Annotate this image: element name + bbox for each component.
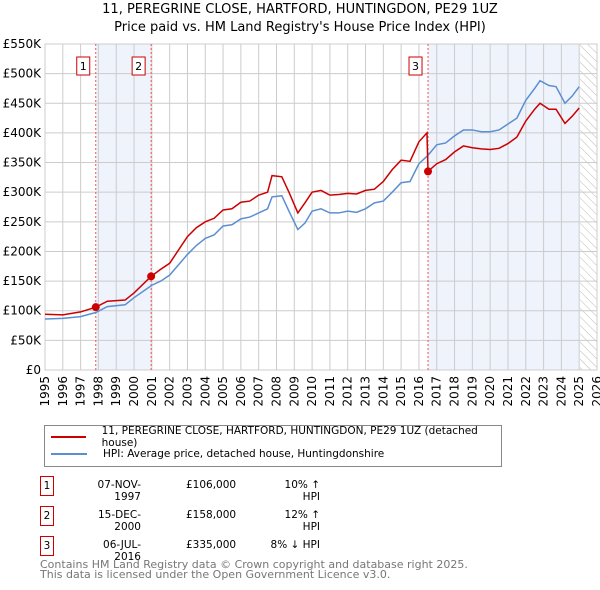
- sale-date: 07-NOV-1997: [97, 479, 141, 503]
- x-tick-label: 2007: [252, 376, 266, 407]
- sale-marker-box: [408, 56, 423, 76]
- legend-swatch-blue: [51, 453, 87, 455]
- y-tick-label: £400K: [3, 126, 43, 140]
- sale-point: [147, 272, 156, 281]
- x-tick-label: 2019: [465, 376, 479, 407]
- x-tick-label: 2008: [269, 376, 283, 407]
- y-tick-label: £200K: [3, 244, 43, 258]
- sale-marker-label: 1: [40, 476, 54, 496]
- x-tick-label: 2016: [412, 376, 426, 407]
- sale-date: 06-JUL-2016: [103, 539, 141, 563]
- x-tick-label: 1995: [38, 376, 52, 407]
- y-tick-label: £550K: [3, 37, 43, 51]
- forecast-hatch: [580, 44, 597, 370]
- plot-border: [44, 43, 598, 371]
- x-tick-label: 2015: [394, 376, 408, 407]
- x-tick-label: 2011: [323, 376, 337, 407]
- x-tick-label: 1998: [91, 376, 105, 407]
- shaded-period: [428, 44, 580, 370]
- x-tick-label: 2014: [376, 376, 390, 407]
- sale-hpi-diff: 8% ↓ HPI: [270, 539, 320, 551]
- y-tick-label: £450K: [3, 96, 43, 110]
- sale-price: £106,000: [186, 479, 237, 491]
- sale-marker-number: 2: [135, 60, 142, 73]
- line-chart: 1995 1996 1997 1998 1999 2000 2001 2002 2003 2004…: [3, 37, 600, 407]
- sale-price: £158,000: [186, 509, 237, 521]
- sale-marker-number: 3: [412, 60, 419, 73]
- shaded-period: [95, 44, 152, 370]
- footer-line-2: This data is licensed under the Open Gov…: [40, 568, 391, 581]
- sale-point: [424, 167, 433, 176]
- chart-subtitle: Price paid vs. HM Land Registry's House …: [114, 20, 486, 35]
- footer: Contains HM Land Registry data © Crown c…: [40, 558, 468, 581]
- x-tick-label: 1997: [74, 376, 88, 407]
- y-tick-label: £350K: [3, 156, 43, 170]
- x-tick-label: 2026: [590, 376, 600, 407]
- table-row: 2 15-DEC-2000 £158,000 12% ↑ HPI: [0, 506, 600, 533]
- y-tick-label: £100K: [3, 304, 43, 318]
- x-tick-label: 2000: [127, 376, 141, 407]
- x-tick-label: 2009: [287, 376, 301, 407]
- x-tick-label: 2023: [537, 376, 551, 407]
- sale-marker-label: 3: [40, 536, 54, 556]
- x-tick-label: 2004: [198, 376, 212, 407]
- x-tick-label: 2020: [483, 376, 497, 407]
- x-tick-label: 2005: [216, 376, 230, 407]
- legend-item-hpi: HPI: Average price, detached house, Hunt…: [45, 446, 384, 462]
- y-tick-label: £150K: [3, 274, 43, 288]
- table-row: 1 07-NOV-1997 £106,000 10% ↑ HPI: [0, 476, 600, 503]
- x-tick-label: 2001: [145, 376, 159, 407]
- x-tick-label: 2002: [163, 376, 177, 407]
- x-tick-label: 2010: [305, 376, 319, 407]
- chart-title: 11, PEREGRINE CLOSE, HARTFORD, HUNTINGDO…: [102, 2, 498, 17]
- table-row: 3 06-JUL-2016 £335,000 8% ↓ HPI: [0, 536, 600, 563]
- legend-swatch-red: [51, 436, 86, 438]
- legend-label: 11, PEREGRINE CLOSE, HARTFORD, HUNTINGDO…: [101, 425, 478, 449]
- legend-label: HPI: Average price, detached house, Hunt…: [103, 448, 385, 460]
- x-tick-label: 2024: [554, 376, 568, 407]
- sale-marker-box: [131, 56, 146, 76]
- sale-marker-box: [76, 56, 91, 76]
- x-tick-label: 2006: [234, 376, 248, 407]
- x-tick-label: 2025: [572, 376, 586, 407]
- y-tick-label: £250K: [3, 215, 43, 229]
- sale-point: [91, 303, 100, 312]
- sale-marker-number: 1: [80, 60, 87, 73]
- x-tick-label: 2012: [341, 376, 355, 407]
- sale-date: 15-DEC-2000: [98, 509, 141, 533]
- legend: 11, PEREGRINE CLOSE, HARTFORD, HUNTINGDO…: [44, 425, 502, 467]
- property-price-line: [44, 102, 580, 316]
- footer-line-1: Contains HM Land Registry data © Crown c…: [40, 558, 468, 571]
- x-tick-label: 1996: [56, 376, 70, 407]
- sale-hpi-diff: 12% ↑ HPI: [284, 509, 320, 533]
- legend-item-property: 11, PEREGRINE CLOSE, HARTFORD, HUNTINGDO…: [45, 425, 501, 449]
- x-tick-label: 2013: [359, 376, 373, 407]
- x-tick-label: 2003: [180, 376, 194, 407]
- sale-hpi-diff: 10% ↑ HPI: [284, 479, 320, 503]
- y-tick-label: £300K: [3, 185, 43, 199]
- y-tick-label: £50K: [10, 333, 42, 347]
- x-tick-label: 2022: [519, 376, 533, 407]
- y-tick-label: £500K: [3, 67, 43, 81]
- x-tick-label: 2021: [501, 376, 515, 407]
- sale-price: £335,000: [186, 539, 237, 551]
- sale-marker-label: 2: [40, 506, 54, 526]
- x-tick-label: 1999: [109, 376, 123, 407]
- x-tick-label: 2018: [448, 376, 462, 407]
- y-tick-label: £0: [26, 363, 41, 377]
- x-tick-label: 2017: [430, 376, 444, 407]
- hpi-line: [44, 79, 580, 320]
